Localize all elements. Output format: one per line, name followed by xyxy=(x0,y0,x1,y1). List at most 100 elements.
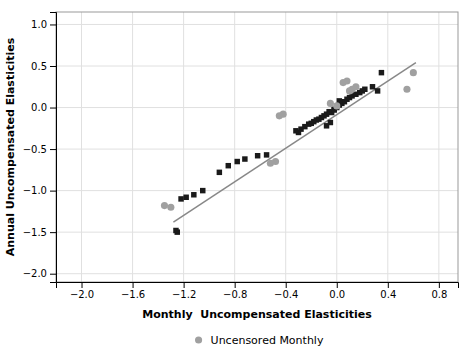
point xyxy=(324,123,329,128)
tick: 0.0 xyxy=(31,102,56,113)
x-axis-title: Monthly Uncompensated Elasticities xyxy=(142,308,372,321)
legend: Uncensored Monthly xyxy=(195,334,324,347)
tick-mark xyxy=(184,282,185,288)
grid-line xyxy=(56,66,458,67)
fit-line xyxy=(173,63,415,223)
grid-line xyxy=(234,12,235,282)
grid-line xyxy=(56,24,458,25)
tick-label: 0.0 xyxy=(31,102,47,113)
tick-mark xyxy=(50,191,56,192)
tick: 0.5 xyxy=(31,61,56,72)
point xyxy=(349,86,356,93)
tick: −1.0 xyxy=(23,185,56,196)
grid-line xyxy=(56,149,458,150)
point xyxy=(293,128,298,133)
legend-label: Uncensored Monthly xyxy=(211,334,324,347)
grid-line xyxy=(132,12,133,282)
axis-line xyxy=(50,13,57,283)
tick-label: 1.0 xyxy=(31,19,47,30)
grid-line xyxy=(56,273,458,274)
tick-label: −2.0 xyxy=(23,268,47,279)
tick-mark xyxy=(337,282,338,288)
tick-label: 0.5 xyxy=(31,61,47,72)
legend-item: Uncensored Monthly xyxy=(195,334,324,347)
point xyxy=(167,204,174,211)
tick-mark xyxy=(235,282,236,288)
point xyxy=(375,88,380,93)
tick: −1.2 xyxy=(172,282,196,300)
tick-label: −1.2 xyxy=(172,289,196,300)
grid-line xyxy=(438,12,439,282)
tick-mark xyxy=(286,282,287,288)
tick-label: −0.8 xyxy=(223,289,247,300)
tick-mark xyxy=(50,274,56,275)
point xyxy=(379,70,384,75)
point xyxy=(343,77,350,84)
point xyxy=(178,196,183,201)
grid-line xyxy=(56,190,458,191)
point xyxy=(280,111,287,118)
tick: −0.5 xyxy=(23,144,56,155)
tick-label: −1.0 xyxy=(23,185,47,196)
point xyxy=(267,160,274,167)
tick-label: −0.4 xyxy=(274,289,298,300)
tick-mark xyxy=(50,149,56,150)
grid-line xyxy=(56,107,458,108)
tick: −1.6 xyxy=(121,282,145,300)
series xyxy=(173,70,384,235)
plot-frame xyxy=(56,12,458,282)
y-axis-title: Annual Uncompensated Elasticities xyxy=(4,37,17,256)
tick-label: −1.5 xyxy=(23,227,47,238)
grid-line xyxy=(56,232,458,233)
point xyxy=(327,100,334,107)
tick-label: −2.0 xyxy=(70,289,94,300)
series xyxy=(161,69,417,211)
tick-label: 0.4 xyxy=(380,289,396,300)
tick: 0.4 xyxy=(380,282,396,300)
point xyxy=(333,102,340,109)
tick-mark xyxy=(133,282,134,288)
tick-mark xyxy=(50,66,56,67)
point xyxy=(234,159,239,164)
point xyxy=(217,170,222,175)
point xyxy=(264,152,269,157)
point xyxy=(242,156,247,161)
tick-label: −1.6 xyxy=(121,289,145,300)
tick-mark xyxy=(388,282,389,288)
tick: 1.0 xyxy=(31,19,56,30)
tick: −0.8 xyxy=(223,282,247,300)
axis-line xyxy=(57,283,459,289)
point xyxy=(191,192,196,197)
tick: −1.5 xyxy=(23,227,56,238)
tick: −0.4 xyxy=(274,282,298,300)
plot: −2.0 −1.6 −1.2 −0.8 −0.4 0.0 0.4 0.8 −2.0 −1.5 −1.… xyxy=(23,12,459,300)
tick-label: 0.0 xyxy=(329,289,345,300)
point xyxy=(410,69,417,76)
point xyxy=(403,86,410,93)
grid xyxy=(56,12,458,282)
tick-mark xyxy=(439,282,440,288)
tick-label: −0.5 xyxy=(23,144,47,155)
chart: −2.0 −1.6 −1.2 −0.8 −0.4 0.0 0.4 0.8 −2.0 −1.5 −1.… xyxy=(0,0,474,354)
tick: −2.0 xyxy=(23,268,56,279)
point xyxy=(370,84,375,89)
grid-line xyxy=(336,12,337,282)
tick-mark xyxy=(50,108,56,109)
tick-mark xyxy=(82,282,83,288)
grid-line xyxy=(285,12,286,282)
grid-line xyxy=(183,12,184,282)
grid-line xyxy=(81,12,82,282)
point xyxy=(183,195,188,200)
tick-label: 0.8 xyxy=(431,289,447,300)
grid-line xyxy=(387,12,388,282)
tick: 0.0 xyxy=(329,282,345,300)
tick-mark xyxy=(50,232,56,233)
point xyxy=(255,153,260,158)
tick: −2.0 xyxy=(70,282,94,300)
tick: 0.8 xyxy=(431,282,447,300)
x-axis: −2.0 −1.6 −1.2 −0.8 −0.4 0.0 0.4 0.8 xyxy=(57,282,459,300)
legend-symbol xyxy=(195,336,202,343)
point xyxy=(173,228,178,233)
point xyxy=(362,87,367,92)
point xyxy=(226,163,231,168)
